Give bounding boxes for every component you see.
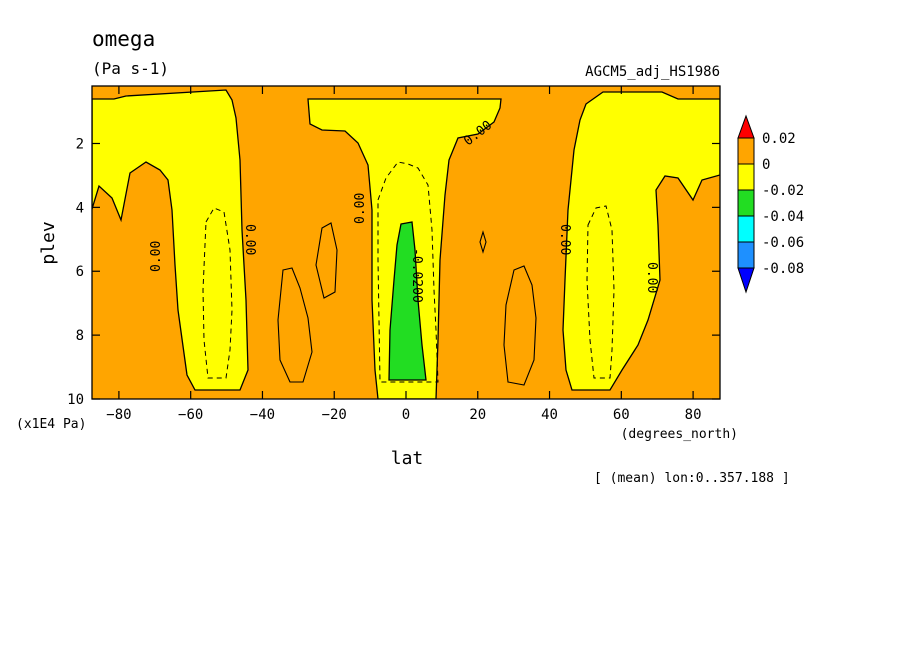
chart-title: omega <box>92 27 155 51</box>
y-tick-label: 2 <box>76 136 84 152</box>
chart-units: (Pa s-1) <box>92 59 169 78</box>
x-axis-label: lat <box>391 448 424 469</box>
contour-label: 0.00 <box>353 193 368 224</box>
chart-source: AGCM5_adj_HS1986 <box>585 64 720 80</box>
colorbar-over-triangle <box>737 114 755 139</box>
dashed-contour-equator <box>377 161 439 383</box>
colorbar-level: -0.08 <box>762 261 804 277</box>
colorbar-level: 0.02 <box>762 131 796 147</box>
x-tick-label: 60 <box>613 407 630 423</box>
dashed-contour-north <box>586 205 615 379</box>
contour-label: 0.00 <box>242 224 257 255</box>
dashed-contour-south <box>202 207 233 379</box>
contour-loop-southmid <box>315 222 338 299</box>
x-tick-label: −20 <box>322 407 347 423</box>
y-axis: 2 4 6 8 10 <box>67 136 720 408</box>
contour-loop-north <box>503 265 537 386</box>
y-tick-label: 8 <box>76 328 84 344</box>
colorbar-level: -0.04 <box>762 209 804 225</box>
colorbar-bin <box>737 189 755 217</box>
mean-note: [ (mean) lon:0..357.188 ] <box>594 471 790 486</box>
contour-label: 0.00 <box>149 241 164 272</box>
x-tick-label: −40 <box>250 407 275 423</box>
x-tick-label: 80 <box>685 407 702 423</box>
strong-negative-core <box>388 221 427 381</box>
y-axis-label: plev <box>38 221 59 264</box>
colorbar-bin <box>737 241 755 269</box>
y-tick-label: 4 <box>76 200 84 216</box>
contour-loop-equator-north <box>479 230 487 254</box>
contour-label: 0.00 <box>557 224 572 255</box>
negative-region-north <box>562 91 720 391</box>
dashed-contours <box>202 161 615 383</box>
colorbar: 0.02 0 -0.02 -0.04 -0.06 -0.08 <box>737 114 804 294</box>
y-tick-label: 6 <box>76 264 84 280</box>
x-tick-label: 40 <box>541 407 558 423</box>
y-axis-units: (x1E4 Pa) <box>16 417 86 432</box>
colorbar-level: -0.06 <box>762 235 804 251</box>
x-tick-label: −80 <box>106 407 131 423</box>
x-axis-units: (degrees_north) <box>621 427 738 442</box>
colorbar-bin <box>737 137 755 165</box>
x-tick-label: −60 <box>178 407 203 423</box>
x-axis: −80 −60 −40 −20 0 20 40 60 80 <box>106 86 702 423</box>
y-tick-label: 10 <box>67 392 84 408</box>
colorbar-level: 0 <box>762 157 770 173</box>
negative-region-south <box>92 89 249 391</box>
colorbar-level: -0.02 <box>762 183 804 199</box>
contour-loop-south <box>277 267 313 383</box>
colorbar-under-triangle <box>737 267 755 294</box>
x-tick-label: 0 <box>402 407 410 423</box>
colorbar-bin <box>737 163 755 191</box>
colorbar-bin <box>737 215 755 243</box>
contour-label: -0.0200 <box>409 248 424 303</box>
contour-label: 0.00 <box>644 262 659 293</box>
x-tick-label: 20 <box>469 407 486 423</box>
contour-field: 0.00 0.00 0.00 0.00 0.00 0.00 -0.0200 <box>92 86 720 399</box>
